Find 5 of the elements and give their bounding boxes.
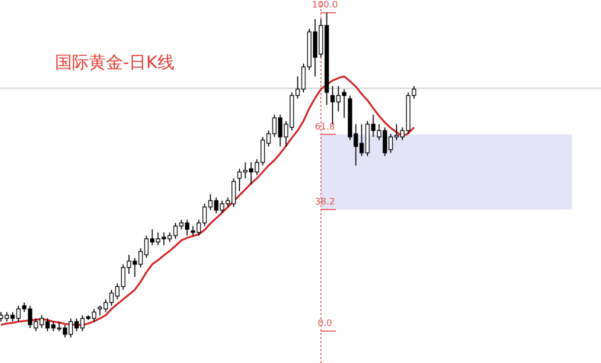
y-tick-label: 100.0: [312, 0, 338, 11]
y-tick-label: 38.2: [314, 197, 335, 208]
text: 国际黄金-日K线: [55, 53, 174, 73]
y-tick-label: 61.8: [314, 122, 336, 132]
y-tick-label: 0.0: [318, 319, 332, 330]
